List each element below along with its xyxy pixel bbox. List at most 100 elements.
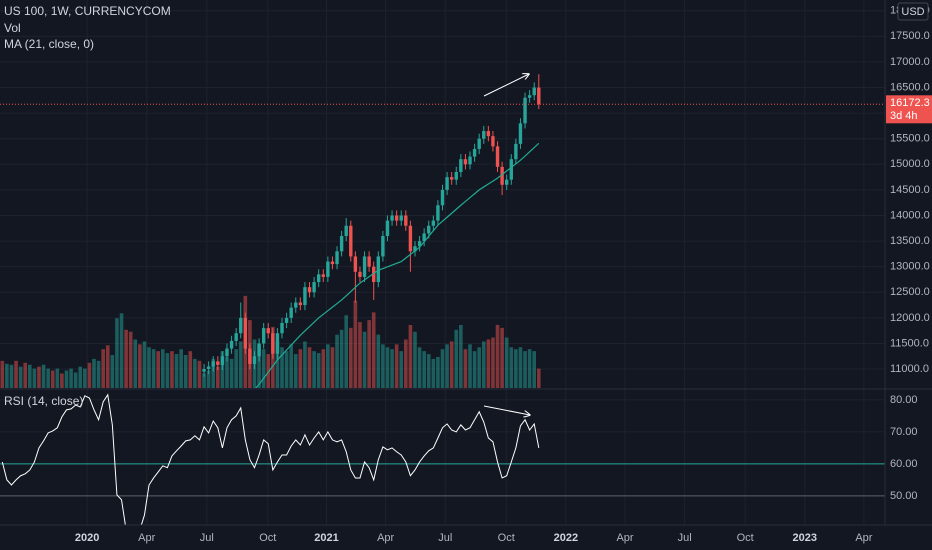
- x-tick-label: Oct: [498, 532, 515, 544]
- volume-bar: [280, 347, 284, 388]
- candle-body: [202, 369, 206, 372]
- volume-bar: [5, 363, 9, 388]
- candle-body: [280, 322, 284, 334]
- y-tick-label: 12000.0: [890, 312, 930, 324]
- rsi-trend-arrow: [483, 405, 530, 415]
- candle-body: [335, 251, 339, 265]
- y-tick-label: 13000.0: [890, 261, 930, 273]
- x-tick-label: Jul: [438, 532, 452, 544]
- volume-bar: [105, 345, 110, 388]
- candle-body: [477, 138, 481, 149]
- candle-body: [472, 148, 477, 157]
- candle-body: [518, 123, 523, 144]
- volume-bar: [449, 341, 454, 388]
- volume-bar: [28, 364, 32, 388]
- volume-bar: [298, 349, 303, 388]
- ma-line: [255, 142, 540, 388]
- volume-bar: [316, 353, 321, 388]
- candle-body: [454, 171, 458, 180]
- candle-body: [239, 317, 243, 334]
- volume-bar: [454, 329, 459, 388]
- volume-bar: [87, 362, 92, 388]
- candle-body: [243, 317, 248, 349]
- volume-bar: [119, 313, 124, 388]
- volume-bar: [417, 347, 422, 388]
- volume-bar: [514, 349, 518, 388]
- candle-body: [491, 136, 495, 147]
- candle-body: [449, 177, 454, 180]
- candle-body: [463, 159, 468, 165]
- x-tick-label: 2022: [554, 532, 578, 544]
- rsi-pane: [0, 393, 885, 525]
- candle-body: [344, 225, 348, 236]
- candle-body: [312, 282, 316, 293]
- candle-body: [271, 333, 275, 354]
- volume-bar: [23, 362, 28, 388]
- candle-body: [275, 333, 280, 354]
- y-tick-label: 14000.0: [890, 209, 930, 221]
- currency-box[interactable]: [897, 2, 929, 21]
- candle-body: [381, 235, 385, 257]
- candle-body: [385, 220, 390, 236]
- candle-body: [284, 317, 289, 323]
- volume-bar: [307, 347, 312, 388]
- volume-bar: [197, 360, 202, 388]
- volume-bar: [491, 337, 495, 388]
- y-tick-label: 17000.0: [890, 56, 930, 68]
- candle-body: [353, 256, 358, 272]
- candle-body: [266, 328, 270, 334]
- volume-bar: [18, 366, 23, 388]
- last-price-box: [886, 95, 932, 124]
- candle-body: [316, 274, 321, 283]
- candle-body: [445, 177, 449, 190]
- y-tick-label: 13500.0: [890, 235, 930, 247]
- rsi-tick-label: 80.00: [890, 394, 918, 406]
- candle-body: [358, 271, 362, 277]
- volume-legend: Vol: [4, 21, 21, 35]
- candle-body: [394, 215, 399, 221]
- volume-bar: [367, 320, 371, 388]
- candle-body: [298, 302, 303, 306]
- volume-bar: [179, 349, 183, 388]
- volume-bar: [275, 341, 280, 388]
- volume-bar: [348, 327, 353, 388]
- volume-bar: [60, 373, 64, 388]
- volume-bar: [344, 315, 349, 388]
- candle-body: [527, 95, 532, 98]
- volume-bar: [504, 337, 509, 388]
- volume-bar: [413, 331, 417, 388]
- candle-body: [413, 246, 417, 252]
- candle-body: [339, 235, 344, 252]
- x-tick-label: 2021: [314, 532, 338, 544]
- candle-body: [417, 241, 422, 247]
- currency[interactable]: USD: [901, 6, 924, 18]
- volume-bar: [55, 368, 60, 388]
- volume-bar: [101, 349, 105, 388]
- candle-body: [229, 340, 234, 349]
- volume-bar: [326, 344, 330, 388]
- volume-bar: [362, 331, 367, 388]
- candle-body: [504, 179, 509, 185]
- volume-bar: [41, 364, 46, 388]
- volume-bar: [188, 351, 193, 388]
- volume-bar: [404, 339, 408, 388]
- volume-bar: [358, 322, 362, 388]
- y-tick-label: 11000.0: [890, 363, 929, 375]
- volume-bar: [50, 370, 55, 388]
- rsi-line: [1, 393, 540, 525]
- candle-body: [376, 256, 381, 283]
- volume-bar: [532, 351, 537, 388]
- volume-bar: [509, 347, 514, 388]
- volume-bar: [9, 364, 14, 388]
- candle-body: [261, 328, 266, 344]
- volume-bar: [261, 349, 266, 388]
- chart-title: US 100, 1W, CURRENCYCOM: [4, 4, 171, 18]
- candle-body: [422, 233, 426, 242]
- candle-body: [367, 256, 371, 267]
- candle-body: [427, 225, 431, 234]
- y-tick-label: 15000.0: [890, 158, 930, 170]
- volume-bar: [518, 347, 523, 388]
- volume-bar: [408, 324, 413, 388]
- candle-body: [390, 215, 394, 221]
